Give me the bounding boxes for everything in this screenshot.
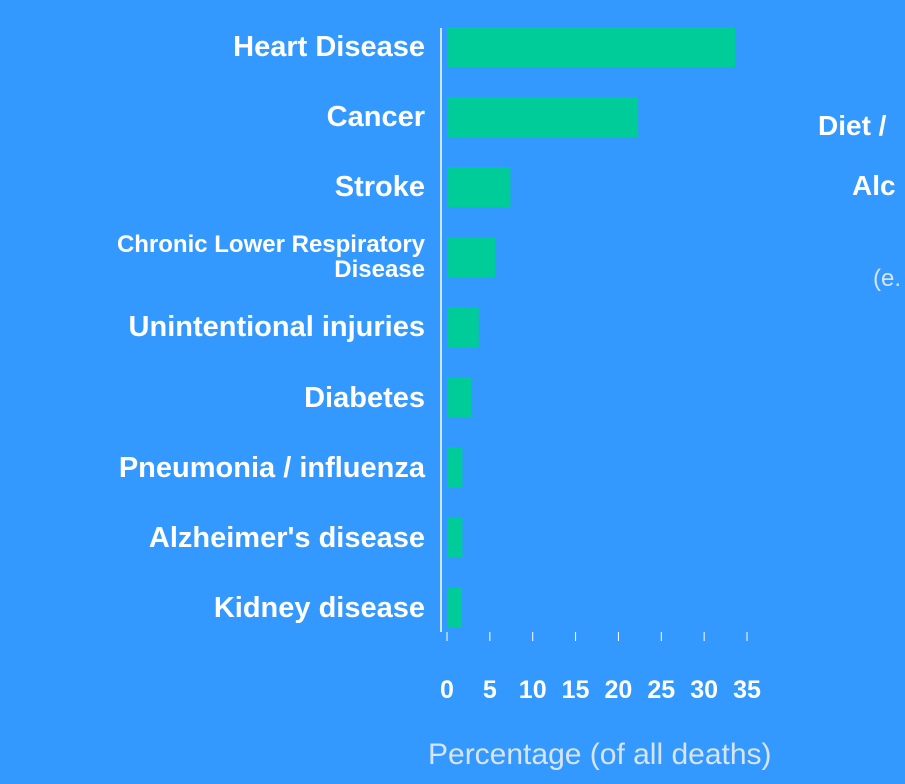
- bar: [447, 587, 462, 628]
- y-tick-label: Unintentional injuries: [128, 311, 425, 344]
- x-tick-label: 5: [482, 676, 497, 704]
- x-tick-label: 0: [440, 676, 454, 704]
- bar: [447, 447, 463, 488]
- x-tick-label: 30: [690, 676, 719, 704]
- bar: [447, 237, 495, 278]
- y-tick-label: Kidney disease: [213, 591, 425, 624]
- y-tick-label: Chronic Lower Respiratory Disease: [116, 231, 425, 284]
- x-tick-label: 20: [604, 676, 633, 704]
- annotation: (e.: [873, 265, 902, 292]
- y-tick-label: Stroke: [334, 171, 425, 204]
- x-tick-label: 35: [733, 676, 761, 704]
- annotation: Alc: [852, 170, 896, 201]
- y-tick-label: Cancer: [326, 101, 425, 134]
- x-tick-label: 15: [561, 676, 590, 704]
- annotation: Diet /: [818, 110, 887, 141]
- bar: [447, 27, 735, 67]
- x-tick-label: 10: [518, 676, 547, 704]
- bar: [447, 377, 471, 418]
- y-tick-label: Heart Disease: [233, 31, 425, 63]
- y-tick-label: Diabetes: [304, 381, 425, 414]
- x-axis-title: Percentage (of all deaths): [428, 738, 772, 771]
- bar: [447, 307, 479, 348]
- y-tick-label: Pneumonia / influenza: [118, 451, 425, 484]
- y-tick-label: Alzheimer's disease: [148, 521, 425, 554]
- bar: [447, 517, 463, 558]
- x-tick-label: 25: [647, 676, 676, 704]
- bar: [447, 97, 639, 138]
- bar: [447, 167, 511, 208]
